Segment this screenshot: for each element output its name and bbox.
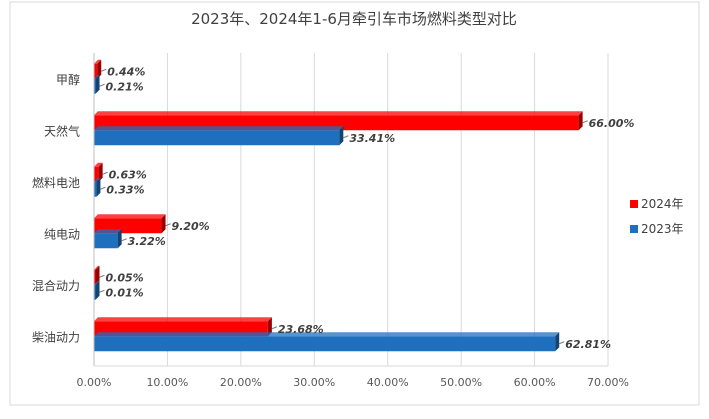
label-leader <box>121 238 127 242</box>
data-label: 23.68% <box>278 323 324 336</box>
label-leader <box>99 274 105 278</box>
category-label: 纯电动 <box>44 227 80 241</box>
bar-top-face <box>94 74 100 79</box>
x-tick-label: 60.00% <box>514 376 556 389</box>
legend: 2024年 2023年 <box>630 197 684 236</box>
bar-top-face <box>94 229 122 234</box>
label-leader <box>101 68 107 72</box>
bar-front-face <box>94 181 97 197</box>
label-leader <box>102 171 108 175</box>
bar-front-face <box>94 63 98 79</box>
data-label: 0.01% <box>106 286 144 299</box>
bar-top-face <box>94 177 101 182</box>
legend-swatch <box>630 200 638 208</box>
data-label: 0.21% <box>106 80 144 93</box>
bar-top-face <box>94 214 166 219</box>
bar-side-face <box>339 126 344 146</box>
bar-top-face <box>94 280 100 285</box>
label-leader <box>100 186 106 190</box>
bar-2024-2 <box>94 162 103 182</box>
bar-2023-0 <box>94 74 100 94</box>
bar-front-face <box>94 233 118 249</box>
chart-title: 2023年、2024年1-6月牵引车市场燃料类型对比 <box>191 10 517 28</box>
bar-side-face <box>98 162 103 182</box>
bar-top-face <box>94 162 103 167</box>
bar-side-face <box>555 332 560 352</box>
data-label: 0.33% <box>106 183 144 196</box>
bar-side-face <box>95 265 100 285</box>
bar-front-face <box>94 78 96 94</box>
bar-front-face <box>94 284 96 300</box>
x-tick-label: 30.00% <box>293 376 335 389</box>
x-tick-label: 50.00% <box>440 376 482 389</box>
bar-side-face <box>97 59 102 79</box>
x-tick-label: 0.00% <box>77 376 112 389</box>
bar-top-face <box>94 126 344 131</box>
bar-front-face <box>94 166 99 182</box>
category-label: 天然气 <box>44 123 80 138</box>
category-label: 混合动力 <box>32 278 80 293</box>
bar-side-face <box>96 177 101 197</box>
bar-2024-0 <box>94 59 102 79</box>
bar-side-face <box>95 280 100 300</box>
data-label: 66.00% <box>589 117 635 130</box>
legend-swatch <box>630 225 638 233</box>
category-label: 甲醇 <box>56 72 80 87</box>
bar-side-face <box>267 317 272 337</box>
bar-2024-3 <box>94 214 166 234</box>
bar-front-face <box>94 336 556 352</box>
category-label: 燃料电池 <box>32 175 80 190</box>
data-label: 0.63% <box>109 168 147 181</box>
data-label: 9.20% <box>172 220 210 233</box>
x-tick-label: 20.00% <box>220 376 262 389</box>
label-leader <box>343 135 349 139</box>
bar-2023-4 <box>94 280 100 300</box>
x-tick-label: 10.00% <box>146 376 188 389</box>
data-labels: 0.44% 0.21% 66.00% 33.41% 0.63% 0.33% 9.20% 3.2… <box>99 65 635 351</box>
bar-2023-2 <box>94 177 101 197</box>
bar-front-face <box>94 269 96 285</box>
data-label: 33.41% <box>349 132 395 145</box>
chart-border <box>9 1 700 406</box>
bar-top-face <box>94 265 100 270</box>
label-leader <box>165 223 171 227</box>
label-leader <box>99 83 105 87</box>
label-leader <box>582 120 588 124</box>
category-label: 柴油动力 <box>32 330 80 344</box>
label-leader <box>271 326 278 330</box>
bar-2024-4 <box>94 265 100 285</box>
bar-2023-5 <box>94 332 560 352</box>
x-tick-label: 70.00% <box>587 376 629 389</box>
legend-label: 2024年 <box>641 197 684 211</box>
label-leader <box>99 289 105 293</box>
legend-label: 2023年 <box>641 222 684 236</box>
data-label: 0.44% <box>107 65 145 78</box>
bar-top-face <box>94 317 272 322</box>
data-label: 0.05% <box>106 271 144 284</box>
axes: 0.00% 10.00% 20.00% 30.00% 40.00% 50.00% 60.00… <box>32 53 629 389</box>
bar-top-face <box>94 332 560 337</box>
bar-top-face <box>94 111 583 116</box>
bar-side-face <box>95 74 100 94</box>
x-tick-label: 40.00% <box>367 376 409 389</box>
bar-2023-3 <box>94 229 122 249</box>
bar-side-face <box>161 214 166 234</box>
bar-top-face <box>94 59 102 64</box>
data-label: 3.22% <box>128 235 166 248</box>
bar-side-face <box>578 111 583 131</box>
bar-2023-1 <box>94 126 344 146</box>
data-label: 62.81% <box>565 338 611 351</box>
bars <box>94 59 583 352</box>
bar-front-face <box>94 130 340 146</box>
label-leader <box>559 341 565 345</box>
bar-side-face <box>117 229 122 249</box>
